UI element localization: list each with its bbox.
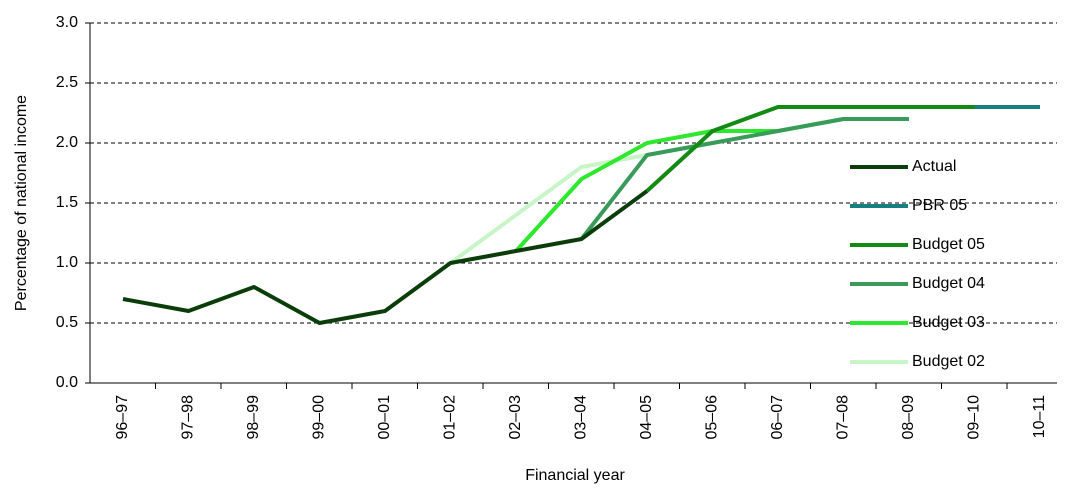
x-tick-label: 97–98 [180,395,197,440]
x-axis-title: Financial year [525,467,625,484]
x-tick-label: 01–02 [442,395,459,440]
x-tick-label: 99–00 [311,395,328,440]
y-tick-label: 3.0 [56,14,78,31]
x-tick-label: 03–04 [573,395,590,440]
x-tick-label: 07–08 [835,395,852,440]
legend-label: Budget 04 [912,275,985,292]
series-line [122,189,649,325]
series-line [645,105,975,193]
x-tick-label: 05–06 [704,395,721,440]
y-axis-title: Percentage of national income [13,95,30,311]
y-tick-label: 0.0 [56,374,78,391]
y-tick-label: 0.5 [56,314,78,331]
y-tick-label: 1.0 [56,254,78,271]
legend-label: PBR 05 [912,197,967,214]
y-tick-label: 2.0 [56,134,78,151]
x-tick-label: 96–97 [114,395,131,440]
legend-label: Actual [912,158,956,175]
series-line [514,117,844,253]
x-tick-label: 00–01 [376,395,393,440]
x-tick-label: 06–07 [769,395,786,440]
legend-label: Budget 02 [912,353,985,370]
series-line [579,117,909,241]
legend-label: Budget 03 [912,314,985,331]
x-tick-label: 04–05 [638,395,655,440]
x-tick-label: 02–03 [507,395,524,440]
y-tick-label: 2.5 [56,74,78,91]
x-tick-label: 98–99 [245,395,262,440]
x-tick-label: 09–10 [966,395,983,440]
x-tick-label: 10–11 [1031,395,1048,438]
x-tick-label: 08–09 [900,395,917,440]
legend-label: Budget 05 [912,236,985,253]
y-tick-label: 1.5 [56,194,78,211]
